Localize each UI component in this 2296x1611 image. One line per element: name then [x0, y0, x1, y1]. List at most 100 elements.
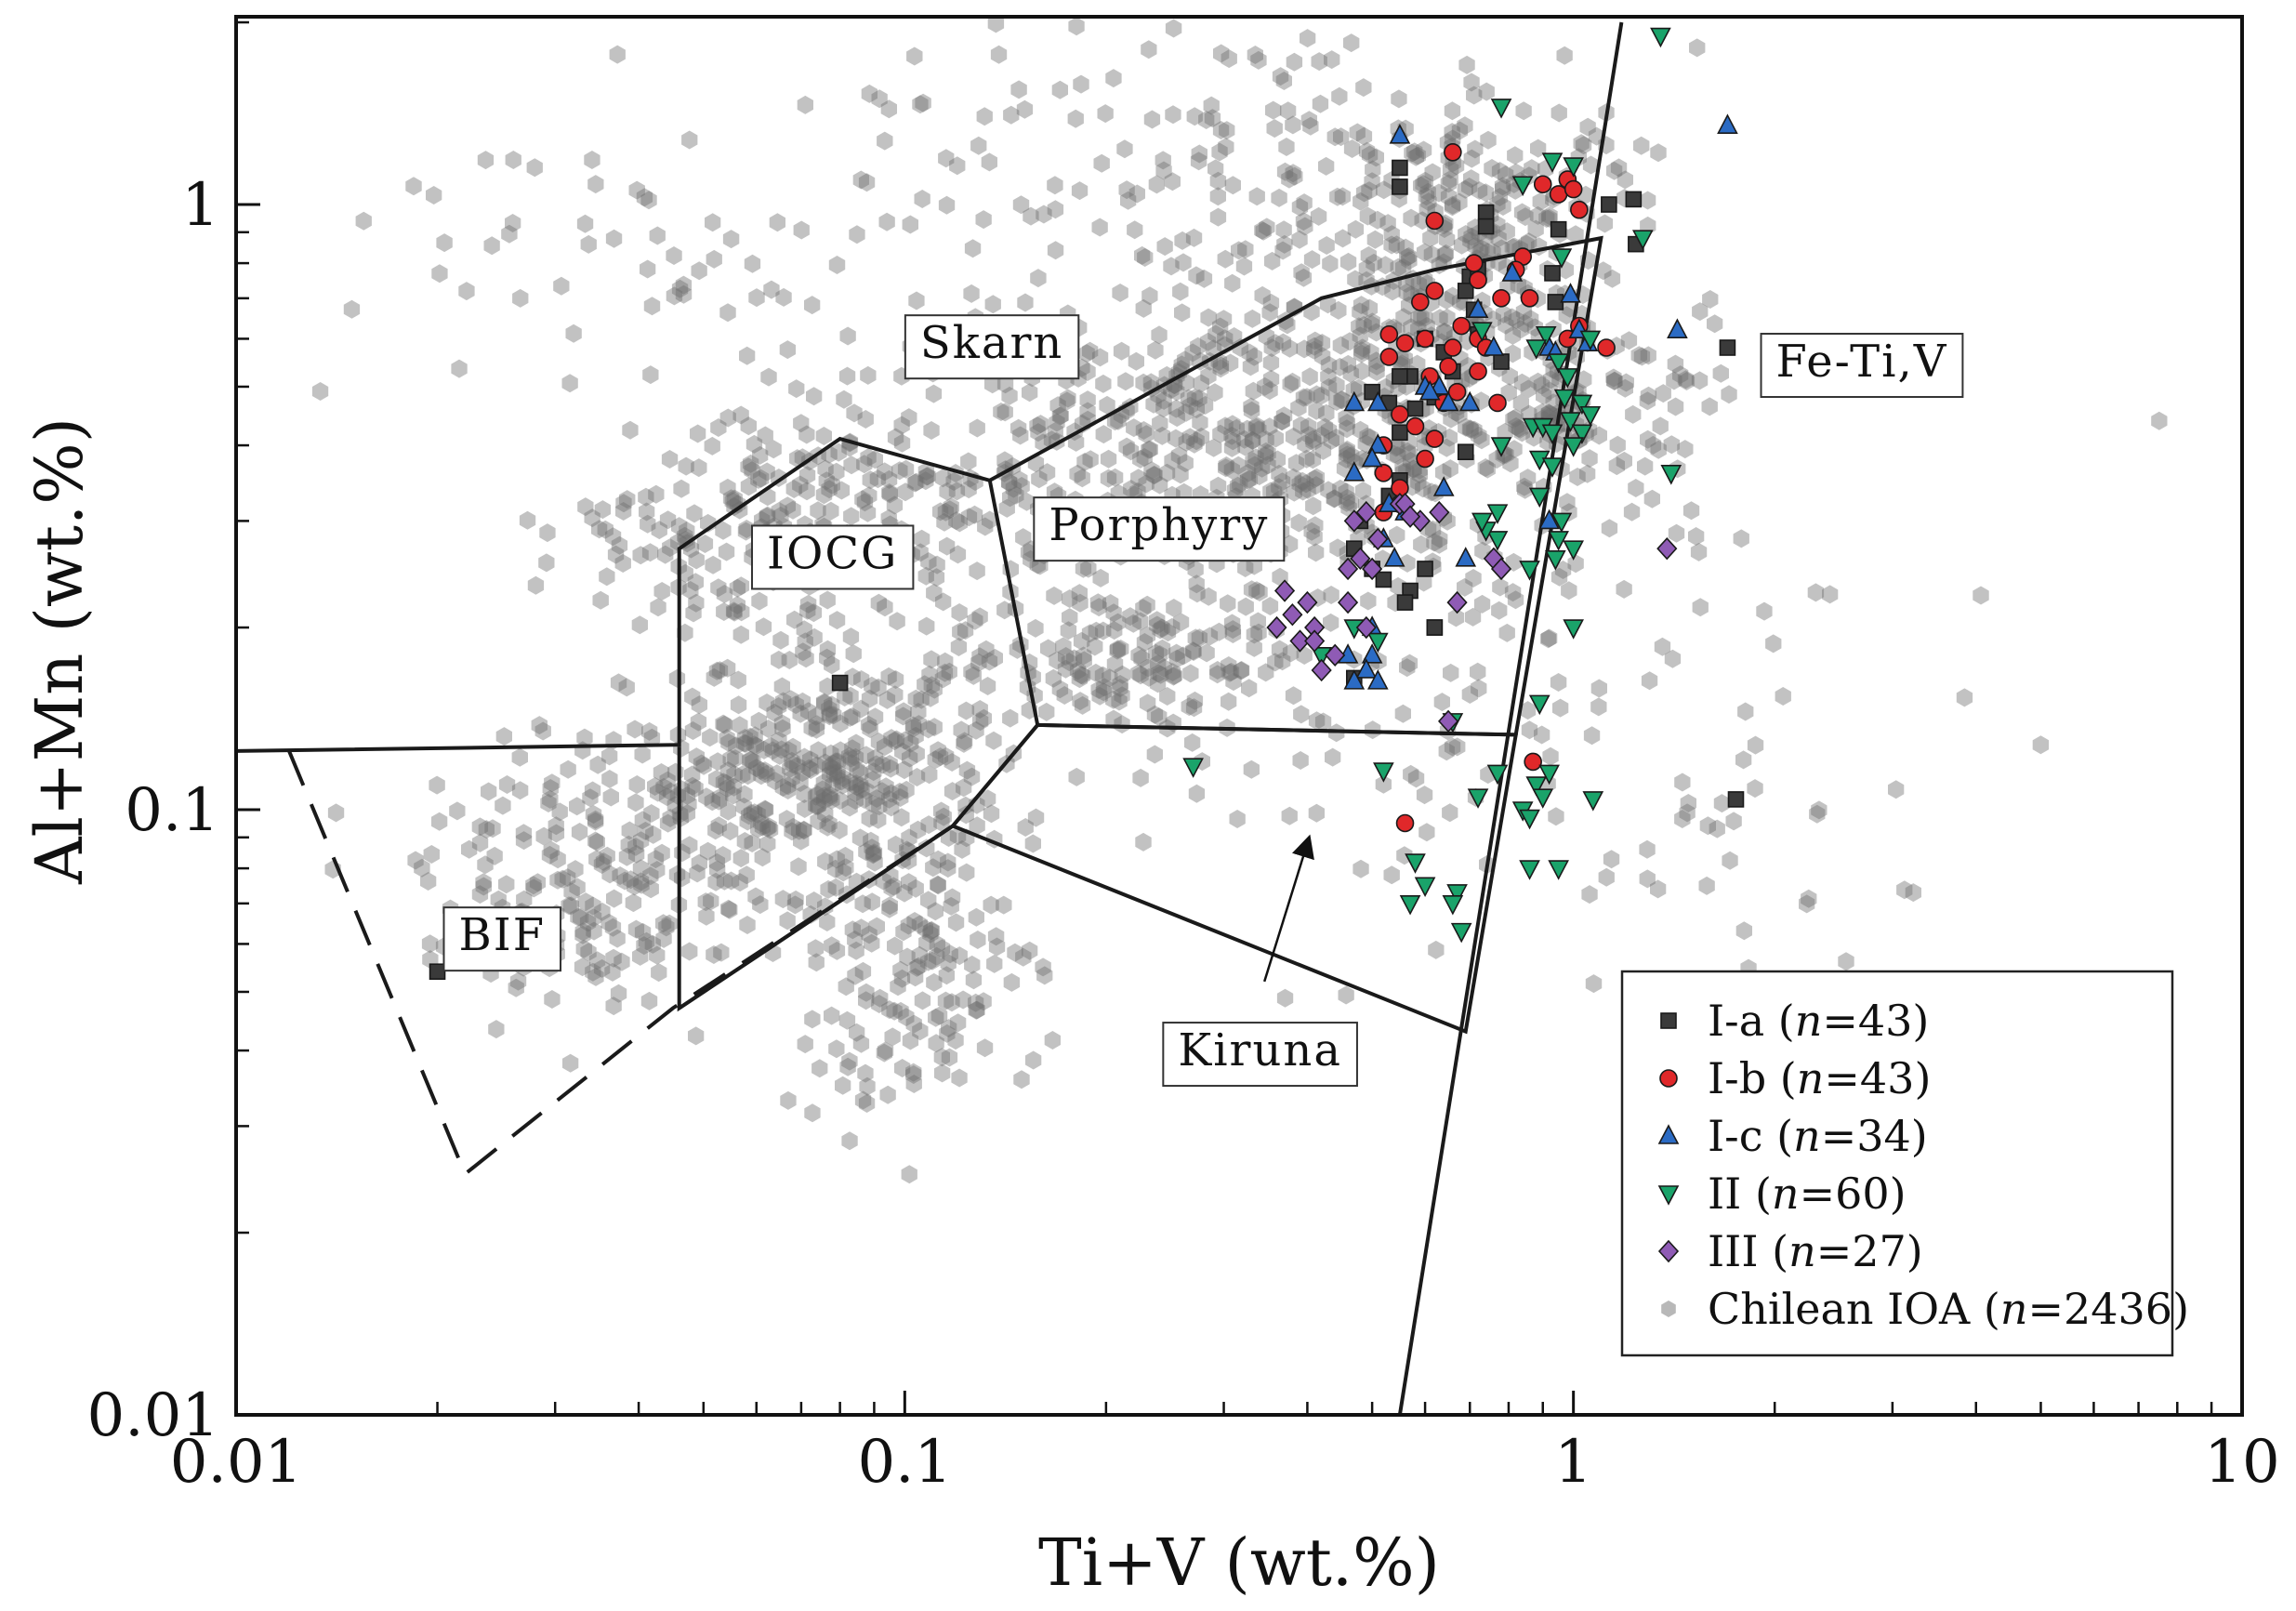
ioa-point — [1046, 586, 1062, 605]
ioa-point — [940, 859, 957, 878]
ioa-point — [740, 477, 758, 496]
ioa-point — [1038, 702, 1055, 721]
ioa-point — [1168, 408, 1185, 428]
ioa-point — [423, 845, 440, 864]
ioa-point — [1254, 285, 1271, 305]
ioa-point — [1224, 431, 1242, 451]
ioa-point — [948, 482, 966, 501]
ioa-point — [1532, 191, 1549, 211]
ioa-point — [933, 812, 950, 832]
ioa-point — [815, 773, 832, 792]
ioa-point — [1182, 664, 1199, 683]
ioa-point — [887, 835, 904, 854]
ioa-point — [971, 647, 988, 667]
ioa-point — [1188, 400, 1205, 419]
ioa-point — [1397, 238, 1414, 257]
ioa-point — [1383, 235, 1400, 255]
ioa-point — [1306, 340, 1323, 360]
ioa-point — [484, 819, 501, 839]
ioa-point — [882, 759, 899, 778]
ioa-point — [769, 764, 785, 784]
ioa-point — [1722, 851, 1738, 870]
ioa-point — [1062, 589, 1078, 608]
ioa-point — [1473, 239, 1490, 258]
ioa-point — [1174, 231, 1191, 250]
ioa-point — [921, 665, 938, 684]
region-label-iocg: IOCG — [751, 524, 915, 590]
ioa-point — [1193, 427, 1210, 446]
ioa-point — [861, 809, 877, 828]
ioa-point — [1186, 389, 1204, 407]
ioa-point — [483, 236, 500, 256]
legend-marker-ib — [1659, 1069, 1678, 1088]
region-label-text: Porphyry — [1049, 499, 1269, 551]
point-ia — [1457, 283, 1474, 299]
point-ic — [1366, 390, 1389, 412]
point-iii — [1273, 579, 1296, 602]
ioa-point — [627, 793, 644, 812]
ioa-point — [1130, 645, 1147, 665]
legend-label: I-b (n=43) — [1708, 1053, 1931, 1103]
ioa-point — [1501, 366, 1518, 386]
ioa-point — [610, 673, 627, 693]
ioa-point — [574, 922, 591, 942]
ioa-point — [1332, 336, 1349, 355]
ioa-point — [1295, 268, 1313, 287]
ioa-point — [681, 942, 698, 961]
ioa-point — [643, 804, 660, 823]
ioa-point — [1146, 466, 1163, 484]
ioa-point — [719, 801, 736, 821]
ioa-point — [922, 688, 939, 707]
ioa-point — [1539, 629, 1557, 649]
ioa-point — [797, 799, 813, 818]
ioa-point — [1511, 418, 1527, 438]
ioa-point — [625, 893, 642, 913]
ioa-point — [909, 820, 927, 839]
ioa-point — [1242, 357, 1260, 376]
ioa-point — [800, 759, 818, 778]
ioa-point — [508, 978, 524, 997]
ioa-point — [791, 821, 808, 840]
y-tick-label: 1 — [181, 171, 219, 240]
ioa-point — [1440, 187, 1458, 206]
ioa-point — [1318, 403, 1335, 423]
ioa-point — [1410, 274, 1427, 294]
ioa-point — [662, 782, 679, 801]
ioa-point — [792, 475, 809, 495]
ioa-point — [716, 871, 733, 891]
ioa-point — [1177, 454, 1194, 473]
ioa-point — [1389, 437, 1405, 456]
ioa-point — [1188, 784, 1206, 803]
ioa-point — [1090, 680, 1107, 699]
ioa-point — [1307, 331, 1324, 350]
ioa-point — [1046, 482, 1063, 502]
ioa-point — [1304, 429, 1322, 449]
ioa-point — [893, 433, 911, 453]
ioa-point — [679, 522, 695, 540]
ioa-point — [1261, 303, 1278, 323]
ioa-point — [1151, 325, 1168, 345]
ioa-point — [726, 489, 743, 508]
ioa-point — [1664, 649, 1682, 668]
ioa-point — [678, 456, 694, 476]
ioa-point — [1087, 637, 1103, 656]
ioa-point — [1105, 709, 1122, 729]
ioa-point — [1285, 468, 1302, 487]
point-ii — [1650, 27, 1671, 48]
ioa-point — [1143, 461, 1160, 481]
ioa-point — [1068, 767, 1085, 786]
ioa-point — [1190, 337, 1207, 356]
ioa-point — [1010, 418, 1027, 438]
ioa-point — [1620, 331, 1638, 350]
ioa-point — [968, 907, 984, 927]
ioa-point — [975, 992, 992, 1011]
point-ic — [1343, 461, 1366, 482]
ioa-point — [1106, 468, 1124, 487]
ioa-point — [1444, 197, 1461, 217]
ioa-point — [1260, 443, 1276, 463]
ioa-point — [1058, 647, 1075, 666]
ioa-point — [1515, 101, 1532, 121]
ioa-point — [799, 601, 816, 620]
ioa-point — [1403, 764, 1419, 784]
legend-box — [1620, 970, 2174, 1357]
